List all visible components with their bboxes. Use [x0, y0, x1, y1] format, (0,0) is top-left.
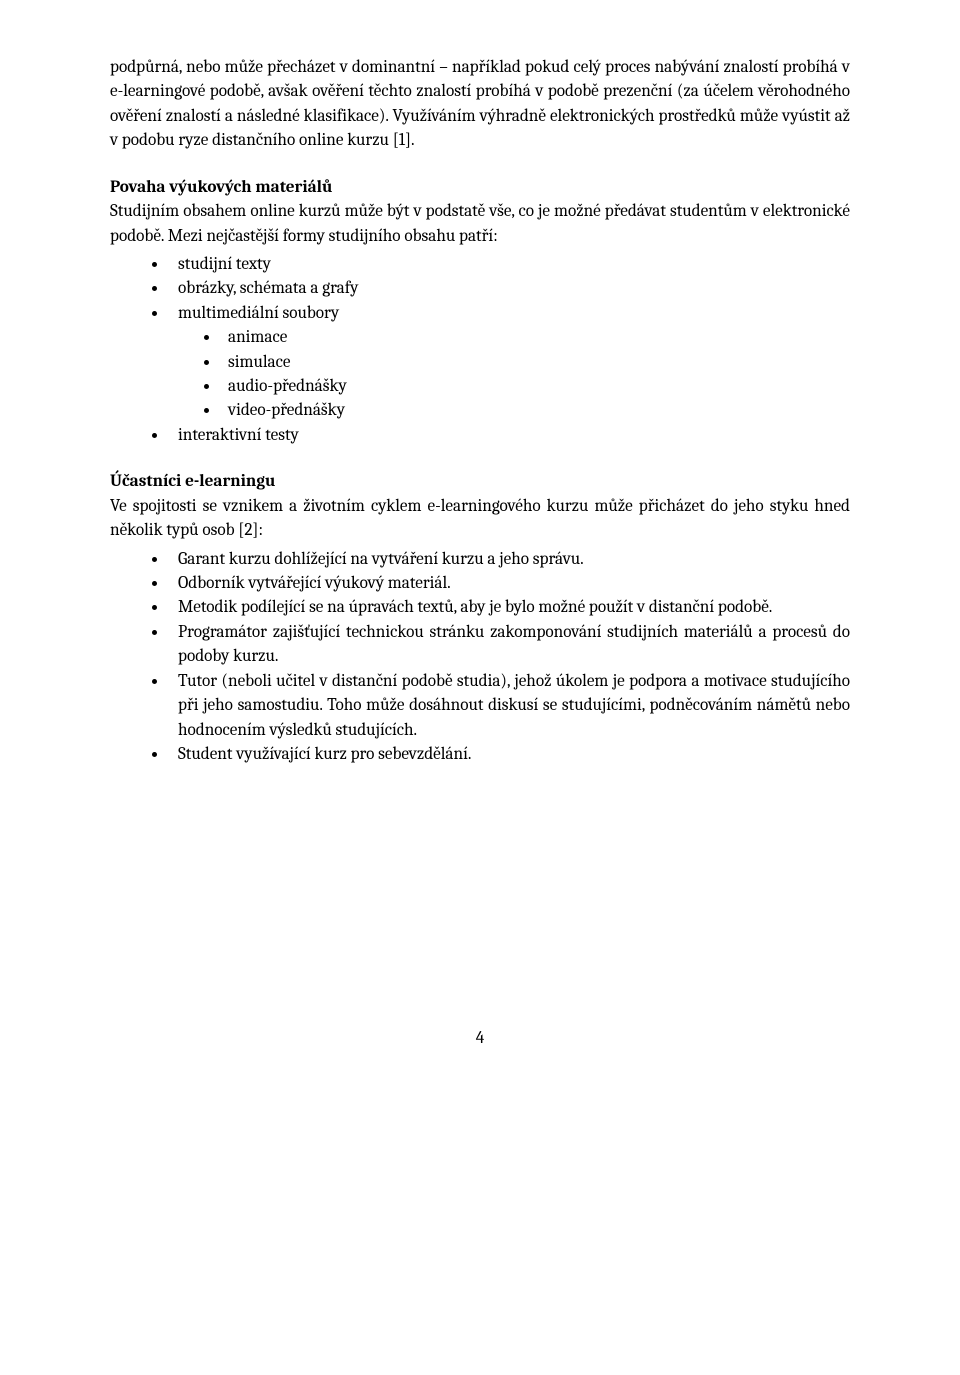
- page-number: 4: [110, 1027, 850, 1051]
- section2-heading: Účastníci e-learningu: [110, 472, 276, 491]
- list-item: Programátor zajišťující technickou strán…: [168, 621, 850, 670]
- list-item: simulace: [220, 351, 850, 375]
- list-item: audio-přednášky: [220, 375, 850, 399]
- list-item: Odborník vytvářející výukový materiál.: [168, 572, 850, 596]
- section2-list: Garant kurzu dohlížející na vytváření ku…: [110, 548, 850, 768]
- list-item: multimediální soubory animace simulace a…: [168, 302, 850, 424]
- list-item: interaktivní testy: [168, 424, 850, 448]
- list-item-label: multimediální soubory: [178, 304, 339, 323]
- list-item: animace: [220, 326, 850, 350]
- list-item: Tutor (neboli učitel v distanční podobě …: [168, 670, 850, 743]
- section1-list: studijní texty obrázky, schémata a grafy…: [110, 253, 850, 448]
- section1-heading: Povaha výukových materiálů: [110, 178, 332, 197]
- list-item: Student využívající kurz pro sebevzdělán…: [168, 743, 850, 767]
- list-item: Metodik podílející se na úpravách textů,…: [168, 596, 850, 620]
- section2-block: Účastníci e-learningu Ve spojitosti se v…: [110, 470, 850, 543]
- list-item: studijní texty: [168, 253, 850, 277]
- section1-sublist: animace simulace audio-přednášky video-p…: [178, 326, 850, 424]
- list-item: Garant kurzu dohlížející na vytváření ku…: [168, 548, 850, 572]
- section1-block: Povaha výukových materiálů Studijním obs…: [110, 176, 850, 249]
- list-item: obrázky, schémata a grafy: [168, 277, 850, 301]
- intro-paragraph: podpůrná, nebo může přecházet v dominant…: [110, 56, 850, 154]
- section1-lead: Studijním obsahem online kurzů může být …: [110, 202, 850, 245]
- list-item: video-přednášky: [220, 399, 850, 423]
- section2-lead: Ve spojitosti se vznikem a životním cykl…: [110, 497, 850, 540]
